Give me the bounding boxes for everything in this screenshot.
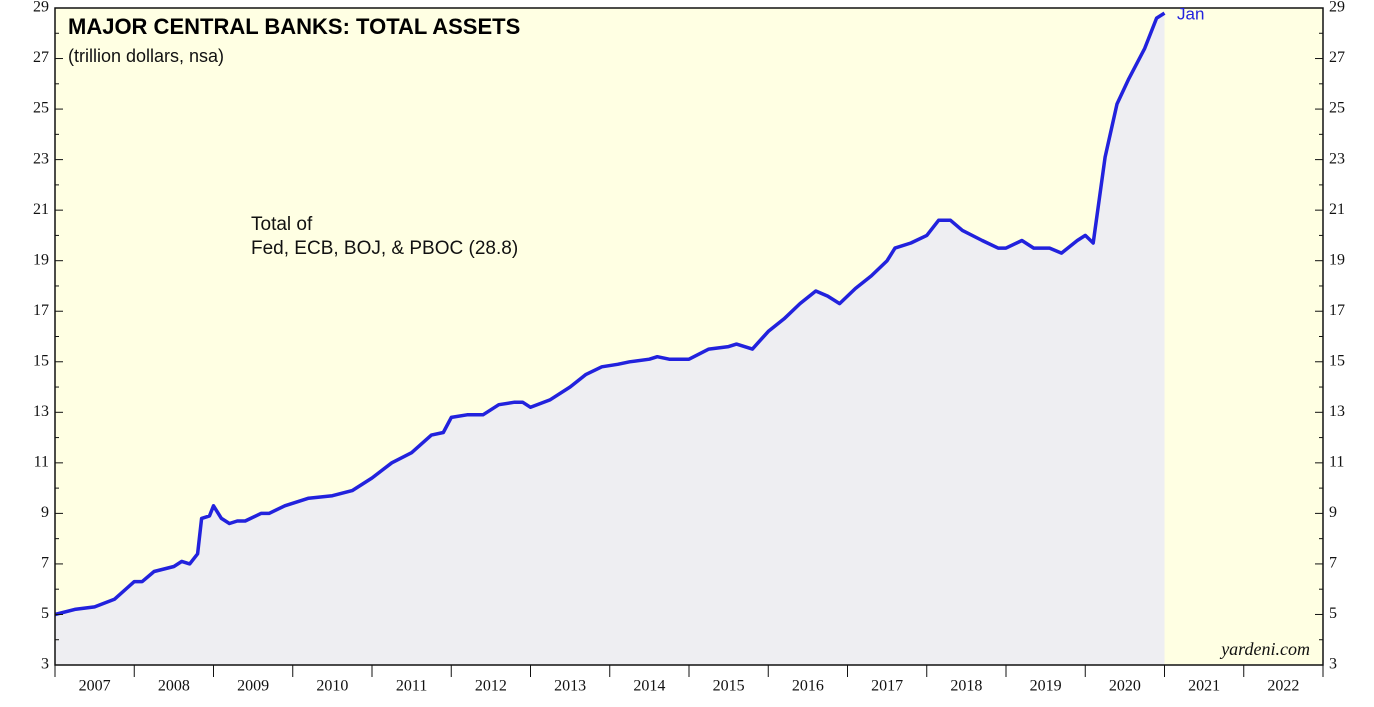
x-tick-label: 2014 <box>633 678 665 695</box>
y2-tick-label: 5 <box>1329 605 1337 622</box>
y-tick-label: 29 <box>33 0 49 16</box>
x-tick-label: 2020 <box>1109 678 1141 695</box>
y2-tick-label: 17 <box>1329 302 1345 319</box>
end-label: Jan <box>1177 4 1204 23</box>
y2-tick-label: 15 <box>1329 352 1345 369</box>
x-tick-label: 2022 <box>1267 678 1299 695</box>
y-tick-label: 9 <box>41 504 49 521</box>
y2-tick-label: 21 <box>1329 201 1345 218</box>
x-tick-label: 2007 <box>79 678 111 695</box>
annotation: Fed, ECB, BOJ, & PBOC (28.8) <box>251 238 518 259</box>
x-tick-label: 2012 <box>475 678 507 695</box>
source: yardeni.com <box>1219 639 1310 659</box>
y-tick-label: 11 <box>34 454 49 471</box>
y2-tick-label: 11 <box>1329 454 1344 471</box>
x-tick-label: 2013 <box>554 678 586 695</box>
y-tick-label: 5 <box>41 605 49 622</box>
chart-subtitle: (trillion dollars, nsa) <box>68 46 224 66</box>
y2-tick-label: 23 <box>1329 150 1345 167</box>
x-tick-label: 2015 <box>713 678 745 695</box>
y-tick-label: 21 <box>33 201 49 218</box>
x-tick-label: 2010 <box>316 678 348 695</box>
y2-tick-label: 27 <box>1329 49 1345 66</box>
x-tick-label: 2017 <box>871 678 903 695</box>
y2-tick-label: 7 <box>1329 555 1337 572</box>
x-tick-label: 2009 <box>237 678 269 695</box>
y2-tick-label: 25 <box>1329 100 1345 117</box>
y-tick-label: 23 <box>33 150 49 167</box>
annotation: Total of <box>251 214 313 235</box>
y-tick-label: 3 <box>41 656 49 673</box>
y-tick-label: 19 <box>33 251 49 268</box>
y2-tick-label: 13 <box>1329 403 1345 420</box>
y-tick-label: 7 <box>41 555 49 572</box>
y2-tick-label: 29 <box>1329 0 1345 16</box>
y2-tick-label: 9 <box>1329 504 1337 521</box>
x-tick-label: 2016 <box>792 678 824 695</box>
chart-title: MAJOR CENTRAL BANKS: TOTAL ASSETS <box>68 14 520 39</box>
x-tick-label: 2008 <box>158 678 190 695</box>
y-tick-label: 17 <box>33 302 49 319</box>
y-tick-label: 15 <box>33 352 49 369</box>
y2-tick-label: 19 <box>1329 251 1345 268</box>
line <box>54 11 1166 617</box>
x-tick-label: 2018 <box>950 678 982 695</box>
x-tick-label: 2011 <box>396 678 427 695</box>
y-tick-label: 27 <box>33 49 49 66</box>
y2-tick-label: 3 <box>1329 656 1337 673</box>
x-tick-label: 2021 <box>1188 678 1220 695</box>
y-tick-label: 25 <box>33 100 49 117</box>
y-tick-label: 13 <box>33 403 49 420</box>
x-tick-label: 2019 <box>1030 678 1062 695</box>
area-fill <box>55 13 1165 666</box>
